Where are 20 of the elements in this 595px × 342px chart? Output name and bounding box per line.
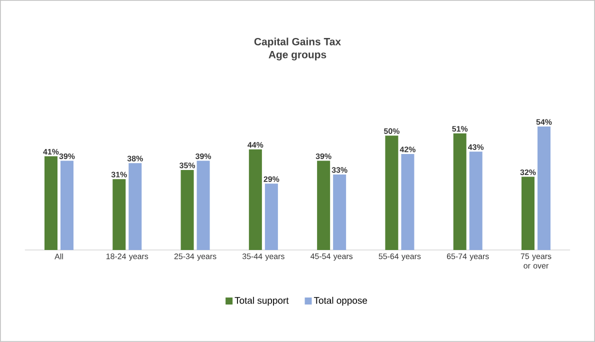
bar bbox=[44, 156, 58, 250]
bar bbox=[128, 163, 142, 250]
legend-label: Total oppose bbox=[314, 296, 368, 306]
bar bbox=[112, 179, 126, 250]
bar bbox=[453, 133, 466, 250]
bar bbox=[248, 149, 262, 250]
bar bbox=[522, 176, 535, 250]
bar bbox=[401, 154, 414, 250]
bar bbox=[385, 136, 398, 250]
bar bbox=[180, 170, 194, 250]
chart-subtitle: Age groups bbox=[268, 51, 326, 60]
bar bbox=[264, 184, 278, 250]
bar bbox=[538, 126, 551, 250]
legend-label: Total support bbox=[234, 296, 289, 306]
bar bbox=[333, 174, 346, 250]
bar bbox=[196, 160, 210, 250]
bar bbox=[60, 160, 74, 250]
chart-title: Capital Gains Tax bbox=[254, 38, 341, 48]
bar bbox=[317, 160, 330, 250]
bar bbox=[469, 152, 482, 250]
